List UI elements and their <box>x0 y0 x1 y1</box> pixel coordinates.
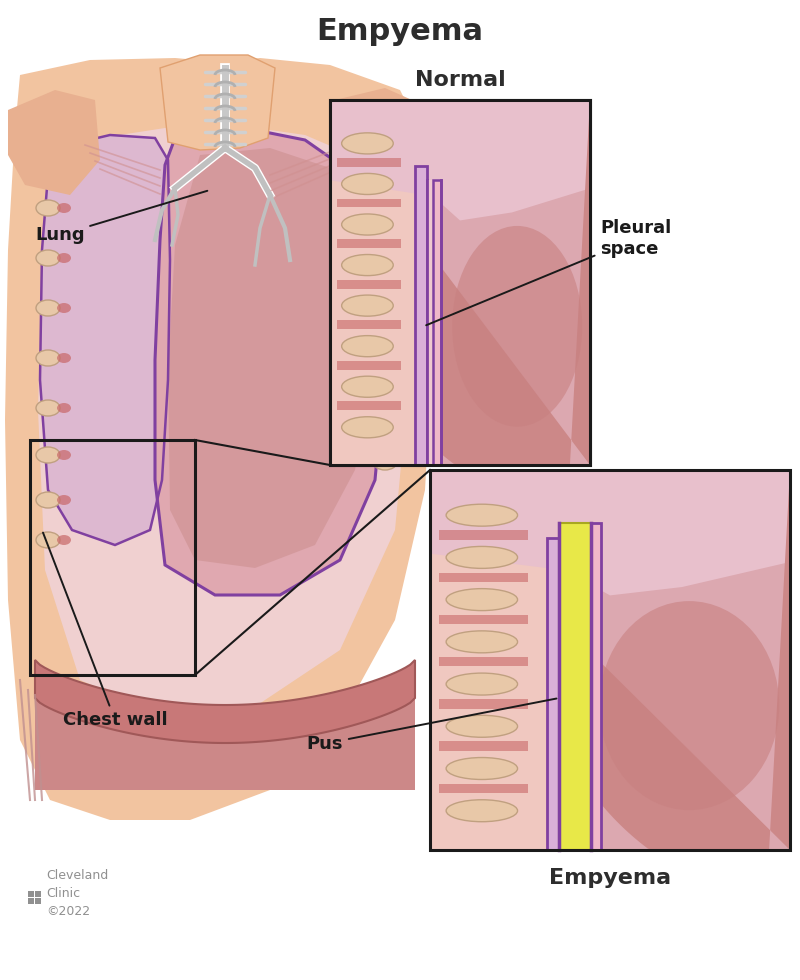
Polygon shape <box>415 166 427 465</box>
Ellipse shape <box>373 207 397 223</box>
Ellipse shape <box>342 133 394 154</box>
Polygon shape <box>439 657 528 666</box>
Polygon shape <box>35 660 415 743</box>
Ellipse shape <box>446 547 518 568</box>
Polygon shape <box>160 55 275 150</box>
Ellipse shape <box>57 535 71 545</box>
Polygon shape <box>547 538 559 850</box>
Bar <box>35 891 41 897</box>
Bar <box>330 100 590 465</box>
Polygon shape <box>337 361 401 369</box>
Polygon shape <box>40 135 170 545</box>
Text: Empyema: Empyema <box>317 18 483 46</box>
Polygon shape <box>330 88 435 215</box>
Polygon shape <box>155 128 385 595</box>
Ellipse shape <box>599 601 779 810</box>
Polygon shape <box>439 784 528 793</box>
Polygon shape <box>168 148 370 568</box>
Ellipse shape <box>57 495 71 505</box>
Ellipse shape <box>342 214 394 235</box>
Text: Chest wall: Chest wall <box>43 532 167 729</box>
Polygon shape <box>434 180 442 465</box>
Ellipse shape <box>36 492 60 508</box>
Bar <box>330 100 590 465</box>
Text: Pleural
space: Pleural space <box>426 220 671 325</box>
Ellipse shape <box>36 250 60 266</box>
Polygon shape <box>337 239 401 248</box>
Polygon shape <box>35 698 415 790</box>
Ellipse shape <box>446 715 518 737</box>
Ellipse shape <box>57 353 71 363</box>
Ellipse shape <box>342 255 394 275</box>
Polygon shape <box>439 614 528 624</box>
Polygon shape <box>439 530 528 540</box>
Polygon shape <box>439 742 528 751</box>
Ellipse shape <box>36 400 60 416</box>
Ellipse shape <box>36 350 60 366</box>
Ellipse shape <box>57 403 71 413</box>
Ellipse shape <box>36 300 60 316</box>
Text: Lung: Lung <box>35 191 207 244</box>
Polygon shape <box>330 100 590 220</box>
Ellipse shape <box>373 157 397 173</box>
Ellipse shape <box>373 454 397 470</box>
Polygon shape <box>337 199 401 208</box>
Ellipse shape <box>342 335 394 357</box>
Ellipse shape <box>446 673 518 695</box>
Polygon shape <box>591 523 602 850</box>
Polygon shape <box>337 402 401 411</box>
Polygon shape <box>427 180 434 465</box>
Polygon shape <box>418 100 590 465</box>
Polygon shape <box>430 470 790 596</box>
Ellipse shape <box>57 155 71 165</box>
Ellipse shape <box>446 800 518 821</box>
Polygon shape <box>439 572 528 582</box>
Polygon shape <box>439 700 528 709</box>
Text: Normal: Normal <box>414 70 506 90</box>
Bar <box>35 898 41 904</box>
Ellipse shape <box>446 631 518 653</box>
Ellipse shape <box>57 203 71 213</box>
Ellipse shape <box>36 152 60 168</box>
Polygon shape <box>443 100 590 465</box>
Ellipse shape <box>446 758 518 779</box>
Polygon shape <box>559 523 591 850</box>
Polygon shape <box>337 320 401 329</box>
Polygon shape <box>330 100 443 465</box>
Polygon shape <box>575 470 790 850</box>
Text: Empyema: Empyema <box>549 868 671 888</box>
Ellipse shape <box>452 226 582 426</box>
Polygon shape <box>38 125 408 710</box>
Ellipse shape <box>446 504 518 526</box>
Ellipse shape <box>373 307 397 323</box>
Ellipse shape <box>342 416 394 438</box>
Ellipse shape <box>36 447 60 463</box>
Bar <box>430 470 790 850</box>
Polygon shape <box>550 470 790 850</box>
Text: Pus: Pus <box>306 699 557 753</box>
Polygon shape <box>337 158 401 167</box>
Polygon shape <box>337 279 401 288</box>
Ellipse shape <box>446 589 518 611</box>
Ellipse shape <box>342 295 394 317</box>
Polygon shape <box>5 58 435 820</box>
Ellipse shape <box>36 532 60 548</box>
Text: Cleveland
Clinic
©2022: Cleveland Clinic ©2022 <box>46 869 108 918</box>
Polygon shape <box>8 90 100 195</box>
Bar <box>28 891 34 897</box>
Ellipse shape <box>57 253 71 263</box>
Ellipse shape <box>373 357 397 373</box>
Ellipse shape <box>373 407 397 423</box>
Ellipse shape <box>342 376 394 397</box>
Ellipse shape <box>342 173 394 194</box>
Ellipse shape <box>57 450 71 460</box>
Ellipse shape <box>373 257 397 273</box>
Ellipse shape <box>36 200 60 216</box>
Bar <box>30 440 195 675</box>
Ellipse shape <box>57 303 71 313</box>
Polygon shape <box>430 470 575 850</box>
Bar <box>28 898 34 904</box>
